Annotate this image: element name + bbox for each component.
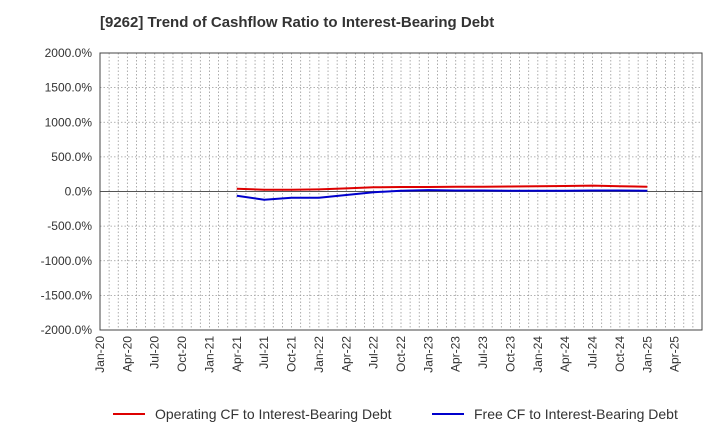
grid-lines bbox=[100, 53, 702, 330]
series-line-2 bbox=[236, 189, 648, 201]
series-lines bbox=[236, 184, 648, 201]
x-tick-label: Oct-22 bbox=[394, 336, 408, 372]
x-tick-label: Jan-24 bbox=[531, 336, 545, 373]
x-tick-label: Apr-24 bbox=[558, 336, 572, 372]
y-tick-label: 0.0% bbox=[65, 185, 93, 199]
y-tick-label: -1500.0% bbox=[41, 288, 93, 302]
y-tick-label: 1500.0% bbox=[45, 81, 93, 95]
x-tick-label: Jul-24 bbox=[586, 336, 600, 369]
plot-border bbox=[99, 52, 703, 331]
x-tick-label: Apr-21 bbox=[230, 336, 244, 372]
x-tick-label: Apr-20 bbox=[120, 336, 134, 372]
x-tick-label: Oct-20 bbox=[175, 336, 189, 372]
x-tick-label: Apr-23 bbox=[449, 336, 463, 372]
y-tick-label: 1000.0% bbox=[45, 115, 93, 129]
legend: Operating CF to Interest-Bearing Debt Fre… bbox=[113, 406, 678, 422]
x-tick-label: Jan-23 bbox=[421, 336, 435, 373]
x-axis-tick-labels: Jan-20 Apr-20 Jul-20 Oct-20 Jan-21 Apr-21 Jul-… bbox=[93, 336, 682, 373]
x-tick-label: Oct-21 bbox=[285, 336, 299, 372]
x-tick-label: Jan-20 bbox=[93, 336, 107, 373]
series-line-1 bbox=[236, 184, 648, 191]
y-axis-tick-labels: 2000.0% 1500.0% 1000.0% 500.0% 0.0% -500.0% -1… bbox=[41, 46, 93, 337]
y-tick-label: 500.0% bbox=[51, 150, 92, 164]
x-tick-label: Jan-22 bbox=[312, 336, 326, 373]
x-tick-label: Jul-21 bbox=[257, 336, 271, 369]
y-tick-label: 2000.0% bbox=[45, 46, 93, 60]
x-tick-label: Apr-25 bbox=[668, 336, 682, 372]
x-tick-label: Oct-24 bbox=[613, 336, 627, 372]
x-tick-label: Jan-21 bbox=[202, 336, 216, 373]
x-tick-label: Jul-22 bbox=[367, 336, 381, 369]
x-tick-label: Jan-25 bbox=[640, 336, 654, 373]
x-tick-label: Oct-23 bbox=[503, 336, 517, 372]
y-tick-label: -500.0% bbox=[47, 219, 92, 233]
legend-label-2: Free CF to Interest-Bearing Debt bbox=[474, 406, 678, 422]
y-tick-label: -2000.0% bbox=[41, 323, 93, 337]
y-tick-label: -1000.0% bbox=[41, 254, 93, 268]
x-tick-label: Jul-23 bbox=[476, 336, 490, 369]
legend-label-1: Operating CF to Interest-Bearing Debt bbox=[155, 406, 392, 422]
x-tick-label: Apr-22 bbox=[339, 336, 353, 372]
x-tick-label: Jul-20 bbox=[148, 336, 162, 369]
chart-title: [9262] Trend of Cashflow Ratio to Intere… bbox=[100, 14, 495, 31]
